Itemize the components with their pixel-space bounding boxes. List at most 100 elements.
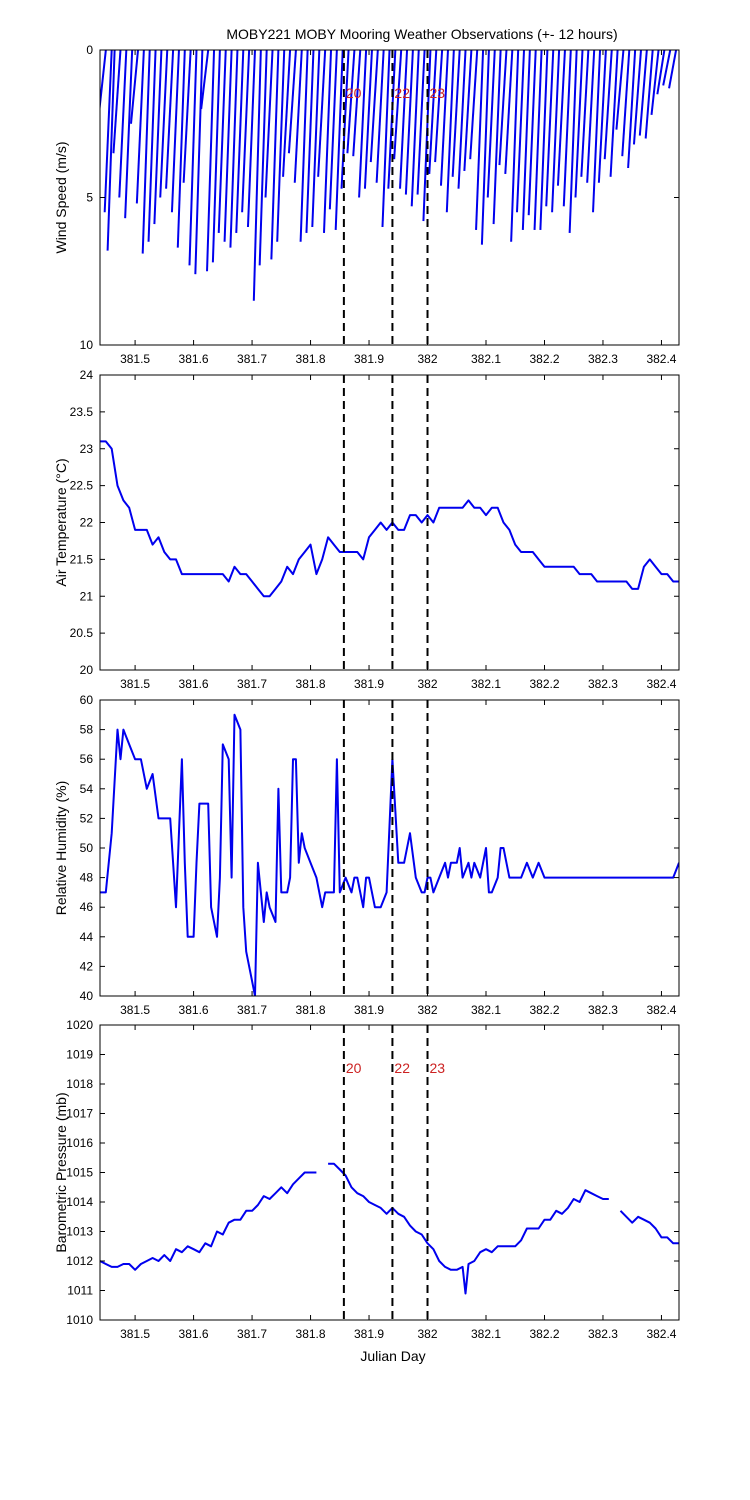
x-tick-label: 381.9 (354, 1327, 384, 1341)
wind-stick (235, 50, 245, 233)
wind-stick (627, 50, 637, 169)
event-label: 20 (346, 1060, 362, 1076)
x-tick-label: 381.9 (354, 677, 384, 691)
wind-stick (475, 50, 485, 230)
wind-stick (264, 50, 274, 198)
y-tick-label: 1013 (66, 1225, 93, 1239)
wind-stick (439, 50, 449, 186)
x-tick-label: 381.5 (120, 677, 150, 691)
wind-stick (527, 50, 537, 216)
wind-stick (217, 50, 227, 233)
y-tick-label: 42 (80, 959, 94, 973)
wind-stick (656, 50, 666, 95)
wind-stick (404, 50, 414, 195)
x-tick-label: 381.8 (296, 352, 326, 366)
x-tick-label: 381.6 (179, 352, 209, 366)
x-tick-label: 382.3 (588, 1003, 618, 1017)
wind-stick (632, 50, 642, 145)
wind-stick (363, 50, 373, 189)
series-line (100, 713, 679, 996)
wind-stick (287, 50, 297, 154)
wind-stick (668, 50, 678, 89)
x-tick-label: 382 (417, 352, 437, 366)
y-tick-label: 21.5 (70, 552, 94, 566)
y-tick-label: 24 (80, 368, 94, 382)
axes-frame (99, 1024, 680, 1321)
y-tick-label: 52 (80, 811, 94, 825)
y-tick-label: 1011 (67, 1284, 93, 1298)
x-tick-label: 382.3 (588, 677, 618, 691)
y-tick-label: 46 (80, 900, 94, 914)
wind-stick (112, 50, 122, 154)
panel-air_temperature: 381.5 381.6 381.7 381.8 381.9 382 382.1 382.2 38… (53, 368, 680, 691)
y-axis-label: Wind Speed (m/s) (53, 141, 69, 253)
wind-stick (662, 50, 672, 86)
wind-stick (270, 50, 280, 260)
y-tick-label: 48 (80, 871, 94, 885)
y-tick-label: 58 (80, 723, 94, 737)
wind-stick (603, 50, 613, 160)
wind-stick (469, 50, 479, 160)
axes-frame (99, 374, 680, 671)
y-tick-label: 20 (80, 663, 94, 677)
wind-stick (223, 50, 233, 242)
event-label: 20 (346, 85, 362, 101)
x-tick-label: 381.6 (179, 1003, 209, 1017)
y-tick-label: 1012 (66, 1254, 93, 1268)
y-tick-label: 23 (80, 442, 94, 456)
wind-stick (252, 50, 262, 301)
wind-stick (188, 50, 198, 266)
panel-data-layer (100, 440, 679, 598)
y-tick-label: 40 (80, 989, 94, 1003)
panel-data-layer (100, 1162, 679, 1295)
wind-stick (276, 50, 286, 242)
wind-stick (206, 50, 216, 272)
wind-stick (317, 50, 327, 177)
wind-stick (580, 50, 590, 177)
series-line (619, 1210, 679, 1245)
x-tick-label: 381.5 (120, 1327, 150, 1341)
x-tick-label: 381.7 (237, 1327, 267, 1341)
series-line (328, 1162, 609, 1295)
y-tick-label: 60 (80, 693, 94, 707)
x-tick-label: 382.1 (471, 352, 501, 366)
wind-stick (246, 50, 256, 228)
x-tick-label: 382.4 (646, 1003, 676, 1017)
wind-stick (399, 50, 409, 189)
y-tick-label: 54 (80, 782, 94, 796)
wind-stick (346, 50, 356, 154)
x-tick-label: 382.2 (529, 1003, 559, 1017)
x-tick-label: 381.6 (179, 1327, 209, 1341)
wind-stick (334, 50, 344, 230)
x-tick-label: 382 (417, 677, 437, 691)
wind-stick (504, 50, 514, 174)
wind-stick (574, 50, 584, 198)
x-tick-label: 381.7 (237, 677, 267, 691)
y-tick-label: 23.5 (70, 405, 94, 419)
wind-stick (463, 50, 473, 172)
wind-stick (200, 50, 210, 110)
panel-data-layer (100, 713, 679, 996)
y-tick-label: 1014 (66, 1195, 93, 1209)
wind-stick (182, 50, 192, 183)
wind-stick (141, 50, 151, 254)
wind-stick (147, 50, 157, 242)
y-tick-label: 0 (86, 43, 93, 57)
y-axis-label: Relative Humidity (%) (53, 781, 69, 916)
y-tick-label: 1018 (66, 1077, 93, 1091)
wind-stick (328, 50, 338, 210)
wind-stick (644, 50, 654, 139)
series-line (100, 440, 679, 598)
wind-stick (393, 50, 403, 160)
wind-stick (258, 50, 268, 266)
wind-stick (609, 50, 619, 177)
wind-stick (176, 50, 186, 248)
wind-stick (586, 50, 596, 183)
wind-stick (369, 50, 379, 163)
wind-stick (135, 50, 145, 204)
y-tick-label: 1016 (66, 1136, 93, 1150)
y-tick-label: 22 (80, 516, 94, 530)
wind-stick (592, 50, 602, 213)
x-tick-label: 382.3 (588, 352, 618, 366)
